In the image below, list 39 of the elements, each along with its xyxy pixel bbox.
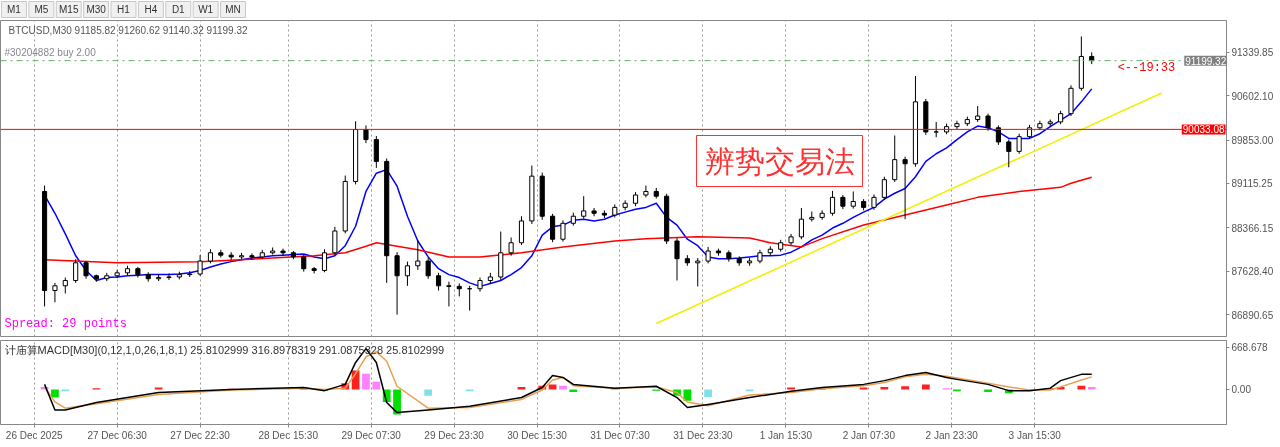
ref-line-label: 90033.08: [1182, 124, 1225, 136]
annotation: <--19:33: [1117, 60, 1176, 75]
x-tick-label: 30 Dec 15:30: [507, 429, 568, 441]
x-tick-label: 31 Dec 07:30: [590, 429, 651, 441]
annotation: 计庙算MACD[M30](0,12,1,0,26,1,8,1) 25.8102999 316.8978319 291.0875328 25.8102999: [4, 343, 445, 356]
text: M15: [59, 4, 79, 15]
y-tick-label: 668.678: [1231, 342, 1269, 354]
y-tick-label: 86890.65: [1231, 309, 1274, 321]
x-tick-label: 1 Jan 15:30: [759, 429, 813, 441]
x-tick-label: 27 Dec 06:30: [87, 429, 148, 441]
text: M1: [7, 4, 22, 15]
text: M30: [86, 4, 107, 15]
y-tick-label: 90602.10: [1231, 90, 1274, 102]
text: D1: [171, 4, 186, 15]
x-tick-label: 26 Dec 2025: [5, 429, 63, 441]
x-tick-label: 31 Dec 23:30: [673, 429, 734, 441]
x-tick-label: 2 Jan 07:30: [842, 429, 896, 441]
y-tick-label: 88366.15: [1231, 222, 1274, 234]
x-tick-label: 29 Dec 23:30: [424, 429, 485, 441]
text: M5: [34, 4, 49, 15]
x-tick-label: 27 Dec 22:30: [170, 429, 231, 441]
y-tick-label: 89115.25: [1231, 178, 1273, 190]
y-tick-label: 0.00: [1231, 384, 1252, 396]
y-tick-label: 91339.85: [1231, 47, 1274, 59]
chart-title: BTCUSD,M30 91185.82 91260.62 91140.32 91199.32: [8, 24, 249, 36]
text: MN: [225, 4, 241, 15]
text: H1: [117, 4, 131, 15]
ref-line-label: #30204882 buy 2.00: [4, 46, 97, 58]
x-tick-label: 29 Dec 07:30: [341, 429, 402, 441]
x-tick-label: 28 Dec 15:30: [258, 429, 319, 441]
y-tick-label: 89853.00: [1231, 135, 1274, 146]
annotation: 91199.32: [1185, 55, 1227, 67]
x-tick-label: 3 Jan 15:30: [1008, 429, 1062, 441]
annotation: Spread: 29 points: [4, 316, 127, 331]
y-tick-label: 87628.40: [1231, 266, 1274, 278]
x-tick-label: 2 Jan 23:30: [925, 429, 979, 441]
annotation: 辨势交易法: [704, 143, 855, 179]
text: H4: [144, 4, 158, 15]
text: W1: [198, 4, 214, 15]
